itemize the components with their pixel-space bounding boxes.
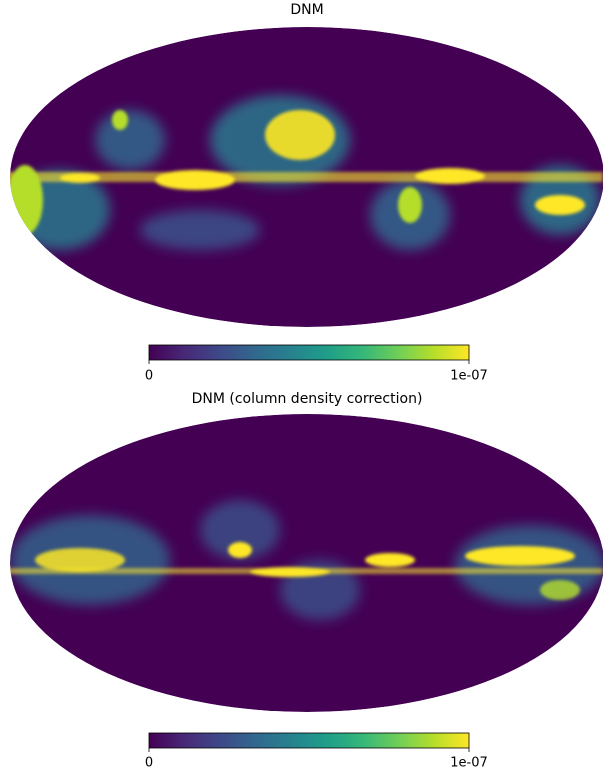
- colorbar-tick-label: 0: [145, 369, 153, 384]
- colorbar: [149, 733, 469, 748]
- colorbar-tick-label: 1e-07: [450, 756, 488, 771]
- figure: DNM 0 1e-07 DNM (column density correction)…: [0, 0, 603, 771]
- sky-map: [0, 414, 603, 712]
- sky-map: [0, 27, 603, 327]
- colorbar: [149, 345, 469, 360]
- colorbar-tick-label: 1e-07: [450, 369, 488, 384]
- colorbar-tick-label: 0: [145, 756, 153, 771]
- map-title: DNM (column density correction): [192, 391, 423, 407]
- map-title: DNM: [290, 2, 323, 18]
- page: DNM 0 1e-07 DNM (column density correction)…: [0, 0, 603, 771]
